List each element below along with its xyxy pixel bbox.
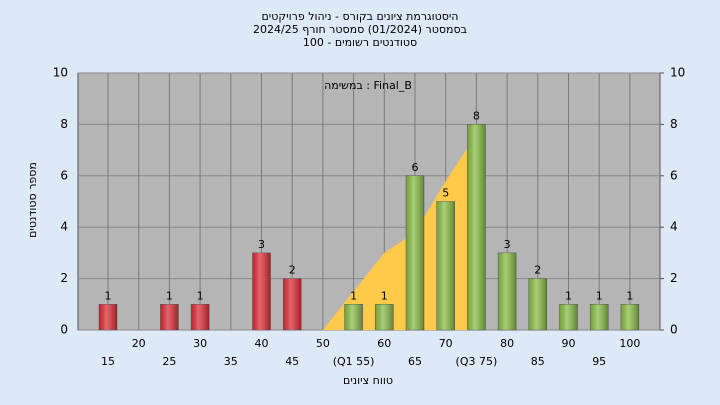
bar-shade: [344, 304, 363, 330]
x-tick-label: 70: [439, 337, 453, 350]
bar-shade: [620, 304, 639, 330]
data-label: 2: [289, 264, 296, 277]
data-label: 1: [626, 289, 633, 302]
bar-shade: [160, 304, 179, 330]
y-tick-label: 8: [60, 117, 68, 131]
bar-shade: [406, 175, 424, 330]
chart-subtitle: בסמסטר (01/2024) סמסטר חורף 2024/25: [253, 23, 467, 36]
x-tick-label: 100: [619, 337, 640, 350]
data-label: 1: [350, 289, 357, 302]
y2-tick-label: 10: [670, 66, 685, 80]
x-tick-label: 90: [562, 337, 576, 350]
x-tick-label: 30: [193, 337, 207, 350]
y-tick-label: 2: [60, 271, 68, 285]
y-tick-label: 6: [60, 168, 68, 182]
bar-shade: [375, 304, 394, 330]
y2-tick-label: 2: [670, 271, 678, 285]
x-tick-label: (Q3 75): [456, 355, 498, 368]
y-tick-label: 4: [60, 220, 68, 234]
data-label: 8: [473, 109, 480, 122]
x-tick-label: 95: [592, 355, 606, 368]
bar-shade: [528, 278, 547, 330]
bar-shade: [99, 304, 117, 330]
data-label: 1: [565, 289, 572, 302]
data-label: 6: [412, 161, 419, 174]
x-tick-label: 80: [500, 337, 514, 350]
x-tick-label: 60: [377, 337, 391, 350]
plot-layer: 1 1 1 3 2 1 1 6 5 8 3 2 1 1 1: [78, 72, 660, 331]
x-tick-label: 50: [316, 337, 330, 350]
bar-shade: [498, 252, 517, 330]
bar-shade: [467, 124, 486, 331]
x-tick-label: 45: [285, 355, 299, 368]
bar-shade: [252, 252, 271, 330]
x-tick-label: 35: [224, 355, 238, 368]
bar-shade: [559, 304, 578, 330]
bar-shade: [436, 201, 455, 330]
data-label: 5: [442, 187, 449, 200]
x-tick-label: 15: [101, 355, 115, 368]
bar-shade: [191, 304, 210, 330]
chart-subtitle: סטודנטים רשומים - 100: [303, 36, 417, 49]
data-label: 1: [596, 289, 603, 302]
data-label: 3: [258, 238, 265, 251]
x-tick-label: 85: [531, 355, 545, 368]
x-tick-label: 65: [408, 355, 422, 368]
y-tick-label: 10: [53, 66, 68, 80]
x-tick-label: 25: [162, 355, 176, 368]
y2-tick-label: 0: [670, 323, 678, 337]
data-label: 2: [534, 264, 541, 277]
data-label: 1: [105, 289, 112, 302]
y-tick-label: 0: [60, 323, 68, 337]
x-tick-label: 20: [132, 337, 146, 350]
data-label: 1: [381, 289, 388, 302]
x-tick-label: (Q1 55): [333, 355, 375, 368]
x-tick-label: 40: [255, 337, 269, 350]
y-axis-label: מספר סטודנטים: [26, 162, 39, 238]
bar-shade: [283, 278, 302, 330]
y2-tick-label: 4: [670, 220, 678, 234]
chart-title: היסטוגרמת ציונים בקורס - ניהול פרויקטים: [262, 10, 459, 23]
data-label: 1: [197, 289, 204, 302]
y2-tick-label: 6: [670, 168, 678, 182]
annotation: במשימה : Final_B: [324, 79, 412, 92]
data-label: 1: [166, 289, 173, 302]
bar-shade: [590, 304, 609, 330]
x-axis-label: טווח ציונים: [343, 374, 393, 387]
y2-tick-label: 8: [670, 117, 678, 131]
data-label: 3: [504, 238, 511, 251]
